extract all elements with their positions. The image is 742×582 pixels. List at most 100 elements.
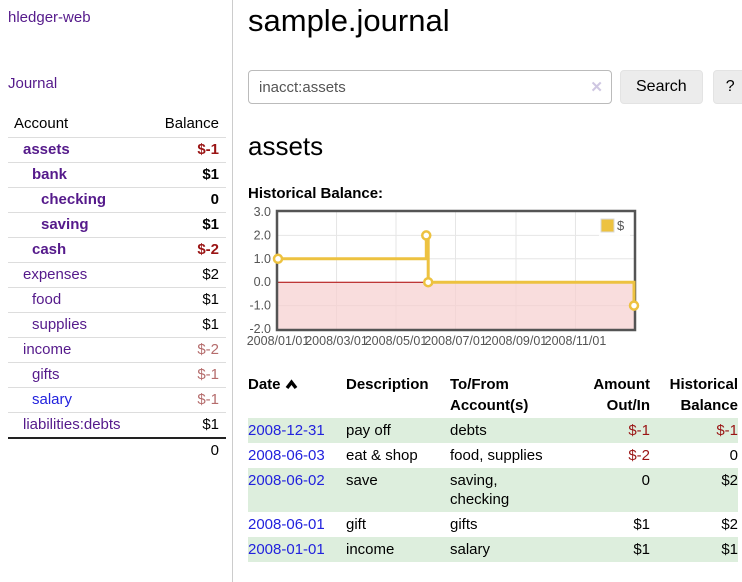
account-balance: $2 [144, 262, 226, 288]
account-link-assets[interactable]: assets [23, 141, 70, 158]
account-balance: $-2 [144, 237, 226, 263]
transaction-accounts: saving, checking [450, 472, 510, 508]
account-row: saving $1 [8, 212, 226, 238]
register-header-description: Description [346, 376, 429, 393]
account-link-food[interactable]: food [32, 291, 62, 308]
transaction-accounts: gifts [450, 516, 478, 533]
svg-text:3.0: 3.0 [254, 205, 271, 219]
transaction-row: 2008-06-02 save saving, checking 0 $2 [248, 468, 738, 512]
transaction-row: 2008-06-03 eat & shop food, supplies $-2 0 [248, 443, 738, 468]
transaction-description: gift [346, 516, 367, 533]
page-title: sample.journal [248, 3, 450, 38]
transaction-description: eat & shop [346, 447, 418, 464]
account-balance: $-2 [144, 337, 226, 363]
account-heading: assets [248, 131, 324, 161]
transaction-row: 2008-01-01 income salary $1 $1 [248, 537, 738, 562]
account-link-liabilities-debts[interactable]: liabilities:debts [23, 416, 121, 433]
accounts-total-value: 0 [144, 437, 226, 463]
account-link-salary[interactable]: salary [32, 391, 73, 408]
transaction-date-cell: 2008-06-02 [248, 468, 346, 512]
transaction-date-link[interactable]: 2008-06-02 [248, 472, 325, 489]
register-table-body: 2008-12-31 pay off debts $-1 $-1 2008-06-03 ea… [248, 418, 738, 562]
account-row: checking 0 [8, 187, 226, 213]
search-button[interactable]: Search [620, 70, 703, 104]
transaction-accounts: salary [450, 541, 491, 558]
transaction-amount: 0 [641, 472, 650, 489]
chart-title: Historical Balance: [248, 185, 384, 202]
account-link-checking[interactable]: checking [41, 191, 107, 208]
app-title-link[interactable]: hledger-web [8, 9, 91, 26]
search-input[interactable] [248, 70, 612, 104]
sidebar-item-journal[interactable]: Journal [8, 75, 58, 92]
transaction-description: save [346, 472, 378, 489]
account-balance: $1 [144, 412, 226, 438]
historical-balance-chart: 3.0 2.0 1.0 0.0 -1.0 -2.02008/01/012008/03/01… [247, 205, 640, 348]
svg-text:2008/09/01: 2008/09/01 [485, 334, 548, 348]
register-header-balance: Historical Balance [669, 376, 738, 414]
account-balance: $-1 [144, 387, 226, 413]
sidebar: hledger-web Journal Account Balance asse… [0, 0, 233, 582]
search-form: ✕ Search ? [248, 70, 742, 104]
accounts-header-balance: Balance [164, 115, 219, 132]
transaction-amount: $-1 [628, 422, 650, 439]
transaction-date-cell: 2008-12-31 [248, 418, 346, 443]
account-link-gifts[interactable]: gifts [32, 366, 60, 383]
svg-text:0.0: 0.0 [254, 275, 271, 289]
svg-text:-1.0: -1.0 [249, 299, 271, 313]
register-header-accounts: To/From Account(s) [450, 376, 529, 414]
account-row: liabilities:debts $1 [8, 412, 226, 438]
account-link-income[interactable]: income [23, 341, 72, 358]
transaction-balance: $2 [721, 472, 738, 489]
account-link-cash[interactable]: cash [32, 241, 67, 258]
transaction-row: 2008-06-01 gift gifts $1 $2 [248, 512, 738, 537]
account-row: income $-2 [8, 337, 226, 363]
transaction-row: 2008-12-31 pay off debts $-1 $-1 [248, 418, 738, 443]
accounts-header-account: Account [14, 115, 69, 132]
svg-text:2.0: 2.0 [254, 228, 271, 242]
transaction-balance: $-1 [716, 422, 738, 439]
account-row: assets $-1 [8, 137, 226, 163]
account-link-supplies[interactable]: supplies [32, 316, 88, 333]
account-row: salary $-1 [8, 387, 226, 413]
transaction-amount: $1 [633, 541, 650, 558]
transaction-description: income [346, 541, 395, 558]
account-balance: $1 [144, 212, 226, 238]
account-balance: $1 [144, 162, 226, 188]
transaction-amount: $1 [633, 516, 650, 533]
register-table: Date Description To/From Account(s) Amou… [248, 372, 738, 562]
account-balance: 0 [144, 187, 226, 213]
transaction-balance: $2 [721, 516, 738, 533]
transaction-date-link[interactable]: 2008-12-31 [248, 422, 325, 439]
register-header-date: Date [248, 372, 346, 418]
transaction-balance: $1 [721, 541, 738, 558]
transaction-date-link[interactable]: 2008-01-01 [248, 541, 325, 558]
account-link-bank[interactable]: bank [32, 166, 68, 183]
transaction-accounts: debts [450, 422, 487, 439]
svg-text:2008/11/01: 2008/11/01 [545, 334, 607, 348]
account-balance: $1 [144, 287, 226, 313]
transaction-accounts: food, supplies [450, 447, 543, 464]
account-row: cash $-2 [8, 237, 226, 263]
account-balance: $-1 [144, 137, 226, 163]
transaction-amount: $-2 [628, 447, 650, 464]
main-content: sample.journal ✕ Search ? assets Histori… [233, 0, 742, 582]
clear-search-icon[interactable]: ✕ [590, 79, 603, 96]
accounts-table-body: assets $-1 bank $1 checking 0 saving $1 cash $-2 e… [8, 137, 226, 438]
sort-ascending-icon [285, 379, 297, 390]
account-link-saving[interactable]: saving [41, 216, 89, 233]
account-link-expenses[interactable]: expenses [23, 266, 88, 283]
account-row: gifts $-1 [8, 362, 226, 388]
transaction-date-cell: 2008-01-01 [248, 537, 346, 562]
account-row: supplies $1 [8, 312, 226, 338]
account-row: food $1 [8, 287, 226, 313]
svg-text:2008/07/01: 2008/07/01 [424, 334, 487, 348]
svg-text:$: $ [617, 218, 625, 233]
account-row: bank $1 [8, 162, 226, 188]
help-button[interactable]: ? [712, 70, 742, 104]
accounts-total-row: 0 [8, 437, 226, 463]
svg-text:-2.0: -2.0 [249, 322, 271, 336]
transaction-date-link[interactable]: 2008-06-03 [248, 447, 325, 464]
transaction-balance: 0 [729, 447, 738, 464]
svg-text:2008/03/01: 2008/03/01 [305, 334, 368, 348]
transaction-date-link[interactable]: 2008-06-01 [248, 516, 325, 533]
